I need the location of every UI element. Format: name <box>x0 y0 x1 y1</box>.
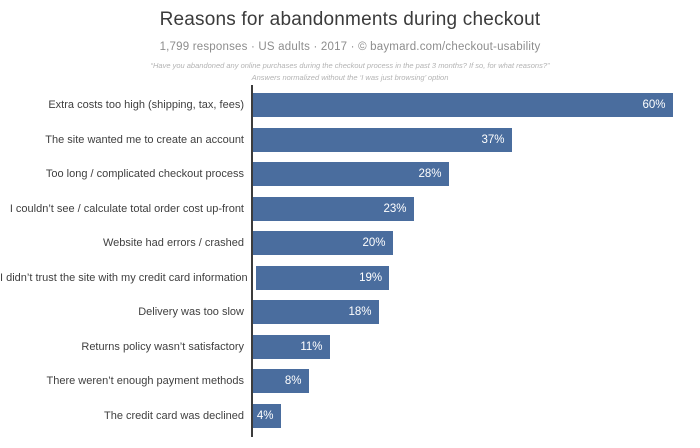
bar-row: I didn’t trust the site with my credit c… <box>0 261 700 296</box>
bar-row: Delivery was too slow 18% <box>0 295 700 330</box>
category-label: The site wanted me to create an account <box>45 133 244 146</box>
category-label: Too long / complicated checkout process <box>45 168 244 181</box>
bar: 18% <box>252 300 379 325</box>
bar-track: 19% <box>256 265 700 290</box>
bar: 60% <box>252 93 673 118</box>
bar-row: There weren’t enough payment methods 8% <box>0 364 700 399</box>
value-label: 19% <box>359 271 383 284</box>
bar-row: Extra costs too high (shipping, tax, fee… <box>0 88 700 123</box>
bar: 23% <box>252 196 414 221</box>
category-label: Returns policy wasn’t satisfactory <box>81 340 244 353</box>
y-axis-line <box>251 85 253 437</box>
bar-row: The site wanted me to create an account 3… <box>0 123 700 158</box>
value-label: 28% <box>418 168 442 181</box>
category-label: The credit card was declined <box>103 409 244 422</box>
bar-row: Website had errors / crashed 20% <box>0 226 700 261</box>
bar-track: 60% <box>252 93 700 118</box>
value-label: 60% <box>642 99 666 112</box>
bar-chart: Extra costs too high (shipping, tax, fee… <box>0 85 700 440</box>
category-label: I couldn’t see / calculate total order c… <box>9 202 244 215</box>
bar-row: Returns policy wasn’t satisfactory 11% <box>0 330 700 365</box>
chart-subtitle: 1,799 responses · US adults · 2017 · © b… <box>159 41 541 53</box>
category-label: Website had errors / crashed <box>102 237 244 250</box>
value-label: 18% <box>348 306 372 319</box>
normalization-note: Answers normalized without the ‘I was ju… <box>251 72 449 82</box>
category-label: Delivery was too slow <box>138 306 244 319</box>
bar: 4% <box>252 403 281 428</box>
bar: 20% <box>252 231 393 256</box>
bar-rows: Extra costs too high (shipping, tax, fee… <box>0 88 700 433</box>
bar-track: 28% <box>252 162 700 187</box>
bar-track: 4% <box>252 403 700 428</box>
value-label: 11% <box>300 340 323 353</box>
bar-track: 23% <box>252 196 700 221</box>
category-label: Extra costs too high (shipping, tax, fee… <box>48 99 244 112</box>
chart-title: Reasons for abandonments during checkout <box>159 9 541 30</box>
survey-question-note: “Have you abandoned any online purchases… <box>150 61 550 70</box>
value-label: 20% <box>362 237 386 250</box>
value-label: 8% <box>284 375 302 388</box>
value-label: 23% <box>383 202 407 215</box>
category-label: I didn’t trust the site with my credit c… <box>0 271 248 284</box>
bar: 11% <box>252 334 330 359</box>
bar-track: 37% <box>252 127 700 152</box>
bar-track: 8% <box>252 369 700 394</box>
value-label: 37% <box>481 133 505 146</box>
value-label: 4% <box>256 409 274 422</box>
bar-row: The credit card was declined 4% <box>0 399 700 434</box>
category-label: There weren’t enough payment methods <box>46 375 244 388</box>
bar-row: I couldn’t see / calculate total order c… <box>0 192 700 227</box>
bar-track: 20% <box>252 231 700 256</box>
bar: 8% <box>252 369 309 394</box>
bar-track: 18% <box>252 300 700 325</box>
bar: 19% <box>256 265 390 290</box>
bar: 37% <box>252 127 512 152</box>
bar-row: Too long / complicated checkout process 2… <box>0 157 700 192</box>
chart-header: Reasons for abandonments during checkout… <box>0 0 700 83</box>
bar: 28% <box>252 162 449 187</box>
bar-track: 11% <box>252 334 700 359</box>
